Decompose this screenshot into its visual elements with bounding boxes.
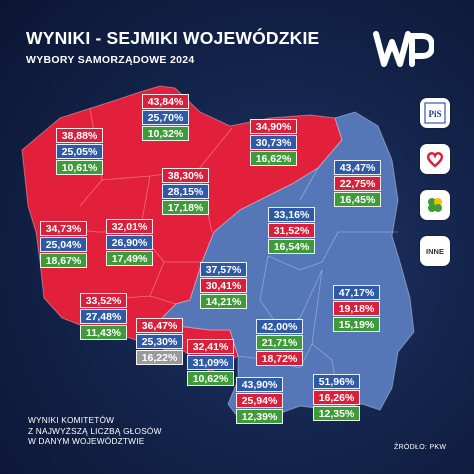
region-lubelskie: 47,17% 19,18% 15,19% <box>333 285 380 333</box>
region-malopolskie: 43,90% 25,94% 12,39% <box>236 377 283 425</box>
result-cell: 33,16% <box>268 207 315 222</box>
result-cell: 22,75% <box>334 176 381 191</box>
result-cell: 33,52% <box>80 293 127 308</box>
result-cell: 38,30% <box>162 168 209 183</box>
result-cell: 16,54% <box>268 239 315 254</box>
result-cell: 27,48% <box>80 309 127 324</box>
region-lubuskie: 34,73% 25,04% 18,67% <box>40 221 87 269</box>
region-opolskie: 36,47% 25,30% 16,22% <box>136 318 183 366</box>
footnote-line: WYNIKI KOMITETÓW <box>28 415 115 425</box>
clover-icon <box>420 190 450 220</box>
result-cell: 18,72% <box>256 351 303 366</box>
region-swietokrzyskie: 42,00% 21,71% 18,72% <box>256 319 303 367</box>
heart-icon <box>420 144 450 174</box>
result-cell: 16,26% <box>313 390 360 405</box>
result-cell: 34,90% <box>250 119 297 134</box>
region-wielkopolskie: 32,01% 26,90% 17,49% <box>106 219 153 267</box>
result-cell: 32,01% <box>106 219 153 234</box>
result-cell: 30,73% <box>250 135 297 150</box>
result-cell: 25,05% <box>56 144 103 159</box>
region-warminsko-mazurskie: 34,90% 30,73% 16,62% <box>250 119 297 167</box>
result-cell: 17,49% <box>106 251 153 266</box>
result-cell: 19,18% <box>333 301 380 316</box>
result-cell: 43,84% <box>142 94 189 109</box>
result-cell: 37,57% <box>200 262 247 277</box>
region-zachodniopomorskie: 38,88% 25,05% 10,61% <box>56 128 103 176</box>
result-cell: 25,04% <box>40 237 87 252</box>
result-cell: 42,00% <box>256 319 303 334</box>
result-cell: 36,47% <box>136 318 183 333</box>
region-podlaskie: 43,47% 22,75% 16,45% <box>334 160 381 208</box>
pis-logo-text: PiS <box>428 109 441 119</box>
legend-label-inne: INNE <box>426 246 444 256</box>
page-subtitle: WYBORY SAMORZĄDOWE 2024 <box>26 54 195 66</box>
wp-logo <box>373 31 434 67</box>
result-cell: 26,90% <box>106 235 153 250</box>
result-cell: 10,61% <box>56 160 103 175</box>
result-cell: 15,19% <box>333 317 380 332</box>
result-cell: 25,94% <box>236 393 283 408</box>
footnote: WYNIKI KOMITETÓW Z NAJWYŻSZĄ LICZBĄ GŁOS… <box>28 415 162 447</box>
result-cell: 25,30% <box>136 334 183 349</box>
result-cell: 25,70% <box>142 110 189 125</box>
other-icon: INNE <box>420 236 450 266</box>
result-cell: 28,15% <box>162 184 209 199</box>
region-pomorskie: 43,84% 25,70% 10,32% <box>142 94 189 142</box>
result-cell: 34,73% <box>40 221 87 236</box>
result-cell: 14,21% <box>200 294 247 309</box>
region-slaskie: 32,41% 31,09% 10,62% <box>187 339 234 387</box>
result-cell: 43,90% <box>236 377 283 392</box>
result-cell: 43,47% <box>334 160 381 175</box>
footnote-line: Z NAJWYŻSZĄ LICZBĄ GŁOSÓW <box>28 425 162 436</box>
result-cell: 32,41% <box>187 339 234 354</box>
source-label: ŹRÓDŁO: PKW <box>394 444 447 451</box>
region-podkarpackie: 51,96% 16,26% 12,35% <box>313 374 360 422</box>
page-title: WYNIKI - SEJMIKI WOJEWÓDZKIE <box>26 28 320 48</box>
result-cell: 16,62% <box>250 151 297 166</box>
result-cell: 31,09% <box>187 355 234 370</box>
result-cell: 51,96% <box>313 374 360 389</box>
region-dolnoslaskie: 33,52% 27,48% 11,43% <box>80 293 127 341</box>
result-cell: 18,67% <box>40 253 87 268</box>
result-cell: 10,32% <box>142 126 189 141</box>
result-cell: 47,17% <box>333 285 380 300</box>
result-cell: 16,45% <box>334 192 381 207</box>
pis-logo-icon: PiS <box>420 98 450 128</box>
result-cell: 12,35% <box>313 406 360 421</box>
result-cell: 30,41% <box>200 278 247 293</box>
result-cell: 17,18% <box>162 200 209 215</box>
region-kujawsko-pomorskie: 38,30% 28,15% 17,18% <box>162 168 209 216</box>
result-cell: 16,22% <box>136 350 183 365</box>
region-mazowieckie: 33,16% 31,52% 16,54% <box>268 207 315 255</box>
result-cell: 12,39% <box>236 409 283 424</box>
result-cell: 38,88% <box>56 128 103 143</box>
result-cell: 31,52% <box>268 223 315 238</box>
result-cell: 10,62% <box>187 371 234 386</box>
region-lodzkie: 37,57% 30,41% 14,21% <box>200 262 247 310</box>
result-cell: 11,43% <box>80 325 127 340</box>
footnote-line: W DANYM WOJEWÓDZTWIE <box>28 436 145 446</box>
result-cell: 21,71% <box>256 335 303 350</box>
